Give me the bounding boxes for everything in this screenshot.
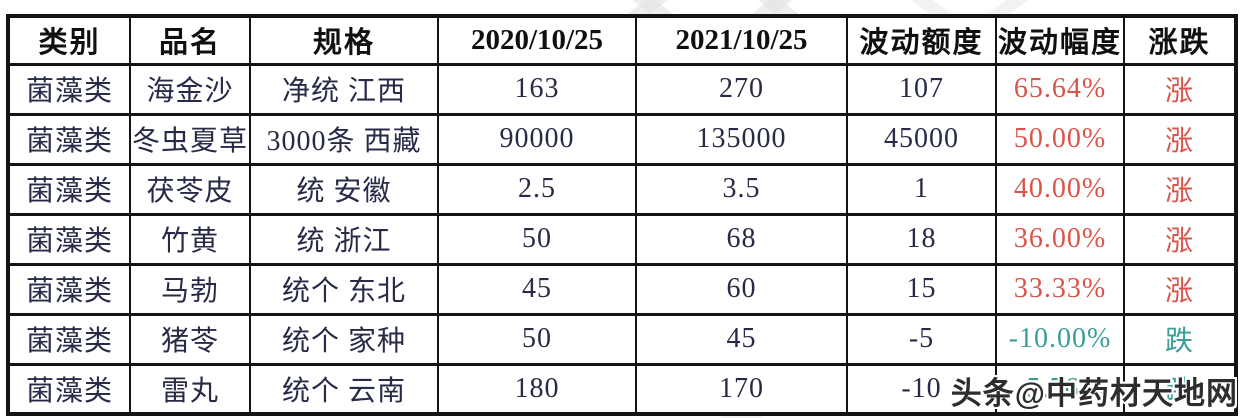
cell-change-percent: 33.33%	[995, 262, 1125, 316]
cell-product-name: 竹黄	[129, 212, 251, 266]
cell-change-percent: 65.64%	[995, 62, 1125, 116]
cell-product-name: 猪苓	[129, 312, 251, 366]
cell-trend: 涨	[1123, 212, 1237, 266]
header-spec: 规格	[249, 14, 439, 66]
header-change-amount: 波动额度	[846, 14, 997, 66]
cell-spec: 3000条 西藏	[249, 112, 439, 166]
cell-change-amount: -5	[846, 312, 997, 366]
header-product-name: 品名	[129, 14, 251, 66]
toutiao-watermark: 头条@中药材天地网	[950, 376, 1238, 411]
cell-price-2020: 2.5	[437, 162, 637, 216]
cell-price-2021: 68	[635, 212, 848, 266]
header-row: 类别 品名 规格 2020/10/25 2021/10/25 波动额度 波动幅度…	[7, 14, 1237, 66]
cell-change-amount: 107	[846, 62, 997, 116]
cell-change-amount: 45000	[846, 112, 997, 166]
cell-change-percent: -10.00%	[995, 312, 1125, 366]
cell-change-percent: 36.00%	[995, 212, 1125, 266]
cell-category: 菌藻类	[7, 212, 131, 266]
cell-price-2020: 180	[437, 362, 637, 416]
cell-price-2021: 135000	[635, 112, 848, 166]
cell-product-name: 茯苓皮	[129, 162, 251, 216]
cell-category: 菌藻类	[7, 362, 131, 416]
cell-change-amount: -10	[846, 362, 997, 416]
cell-price-2021: 45	[635, 312, 848, 366]
table-row: 菌藻类 冬虫夏草 3000条 西藏 90000 135000 45000 50.…	[7, 112, 1237, 166]
cell-category: 菌藻类	[7, 112, 131, 166]
cell-price-2021: 3.5	[635, 162, 848, 216]
cell-product-name: 雷丸	[129, 362, 251, 416]
cell-category: 菌藻类	[7, 262, 131, 316]
cell-category: 菌藻类	[7, 62, 131, 116]
cell-spec: 统个 云南	[249, 362, 439, 416]
cell-product-name: 海金沙	[129, 62, 251, 116]
cell-price-2020: 50	[437, 312, 637, 366]
cell-price-2021: 170	[635, 362, 848, 416]
cell-spec: 统 浙江	[249, 212, 439, 266]
cell-price-2021: 60	[635, 262, 848, 316]
cell-change-amount: 15	[846, 262, 997, 316]
table-row: 菌藻类 竹黄 统 浙江 50 68 18 36.00% 涨	[7, 212, 1237, 266]
header-trend: 涨跌	[1123, 14, 1237, 66]
cell-spec: 统 安徽	[249, 162, 439, 216]
header-category: 类别	[7, 14, 131, 66]
table-row: 菌藻类 马勃 统个 东北 45 60 15 33.33% 涨	[7, 262, 1237, 316]
cell-price-2020: 163	[437, 62, 637, 116]
cell-price-2020: 90000	[437, 112, 637, 166]
cell-trend: 跌	[1123, 312, 1237, 366]
cell-price-2021: 270	[635, 62, 848, 116]
table-row: 菌藻类 海金沙 净统 江西 163 270 107 65.64% 涨	[7, 62, 1237, 116]
table-row: 菌藻类 茯苓皮 统 安徽 2.5 3.5 1 40.00% 涨	[7, 162, 1237, 216]
cell-spec: 统个 东北	[249, 262, 439, 316]
header-change-percent: 波动幅度	[995, 14, 1125, 66]
cell-product-name: 马勃	[129, 262, 251, 316]
cell-trend: 涨	[1123, 62, 1237, 116]
cell-trend: 涨	[1123, 112, 1237, 166]
cell-change-percent: -5.56%	[995, 362, 1125, 416]
cell-price-2020: 50	[437, 212, 637, 266]
header-date-2020: 2020/10/25	[437, 14, 637, 66]
cell-change-percent: 50.00%	[995, 112, 1125, 166]
table-row: 菌藻类 雷丸 统个 云南 180 170 -10 -5.56% 跌	[7, 362, 1237, 416]
cell-spec: 统个 家种	[249, 312, 439, 366]
cell-spec: 净统 江西	[249, 62, 439, 116]
table-row: 菌藻类 猪苓 统个 家种 50 45 -5 -10.00% 跌	[7, 312, 1237, 366]
cell-trend: 涨	[1123, 262, 1237, 316]
cell-category: 菌藻类	[7, 312, 131, 366]
cell-trend: 涨	[1123, 162, 1237, 216]
cell-price-2020: 45	[437, 262, 637, 316]
cell-change-amount: 18	[846, 212, 997, 266]
cell-change-amount: 1	[846, 162, 997, 216]
cell-category: 菌藻类	[7, 162, 131, 216]
herb-price-table: 类别 品名 规格 2020/10/25 2021/10/25 波动额度 波动幅度…	[6, 14, 1238, 416]
cell-product-name: 冬虫夏草	[129, 112, 251, 166]
header-date-2021: 2021/10/25	[635, 14, 848, 66]
cell-change-percent: 40.00%	[995, 162, 1125, 216]
cell-trend: 跌	[1123, 362, 1237, 416]
